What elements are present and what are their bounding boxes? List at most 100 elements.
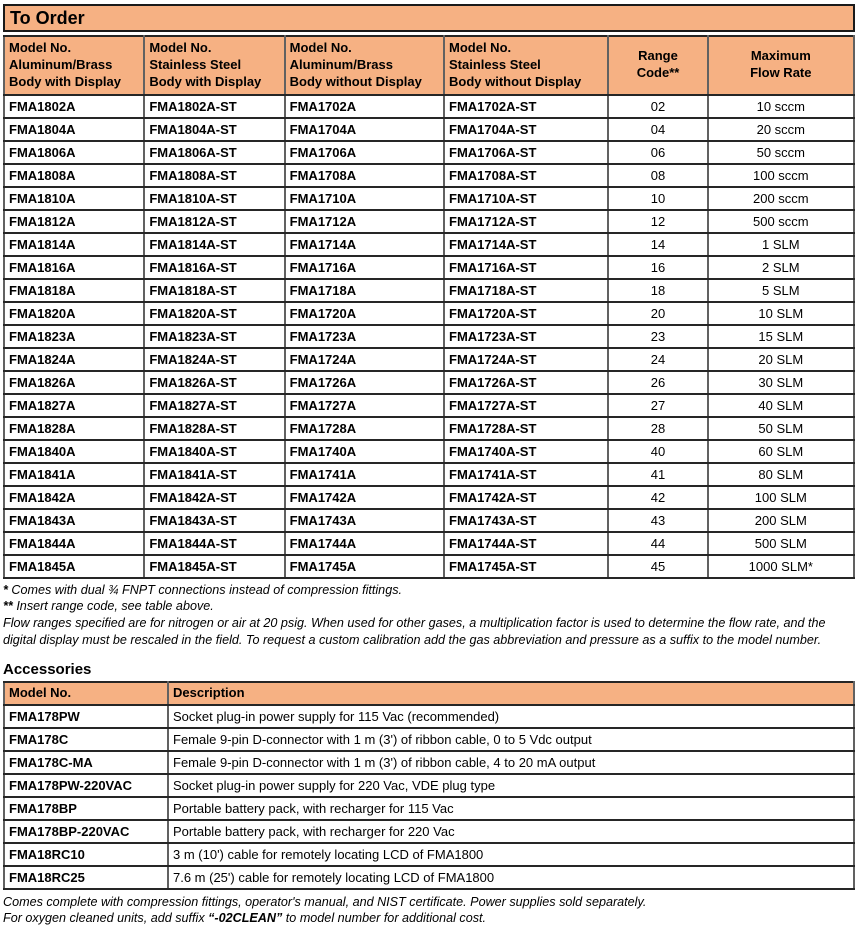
table-cell: 1000 SLM* xyxy=(706,553,856,579)
table-cell: 10 xyxy=(607,185,709,211)
table-cell: 44 xyxy=(607,530,709,556)
table-cell: FMA1702A-ST xyxy=(443,93,610,119)
table-cell: FMA1823A-ST xyxy=(143,323,286,349)
table-cell: FMA1714A xyxy=(283,231,446,257)
table-cell: FMA1726A-ST xyxy=(443,369,610,395)
table-cell: FMA1840A-ST xyxy=(143,438,286,464)
table-cell: FMA1742A-ST xyxy=(443,484,610,510)
table-cell: 50 SLM xyxy=(706,415,856,441)
col-header-range-code: Range Code** xyxy=(607,35,709,96)
table-cell: 10 sccm xyxy=(706,93,856,119)
table-cell: FMA1702A xyxy=(283,93,446,119)
table-cell: 43 xyxy=(607,507,709,533)
table-row: FMA1823A FMA1823A-ST FMA1723A FMA1723A-ST 23… xyxy=(2,323,856,349)
table-cell: 50 sccm xyxy=(706,139,856,165)
table-cell: FMA1828A-ST xyxy=(143,415,286,441)
table-cell: FMA1824A-ST xyxy=(143,346,286,372)
table-cell: FMA18RC10 xyxy=(3,841,169,867)
table-cell: 100 sccm xyxy=(706,162,856,188)
order-table-header: Model No. Aluminum/Brass Body with Displ… xyxy=(2,35,856,96)
table-cell: FMA178C xyxy=(3,726,169,752)
table-row: FMA178PW Socket plug-in power supply for … xyxy=(3,703,855,729)
table-row: FMA178C Female 9-pin D-connector with 1 m… xyxy=(3,726,855,752)
table-row: FMA1826A FMA1826A-ST FMA1726A FMA1726A-ST 26… xyxy=(2,369,856,395)
table-cell: FMA1744A-ST xyxy=(443,530,610,556)
table-row: FMA1840A FMA1840A-ST FMA1740A FMA1740A-ST 40… xyxy=(2,438,856,464)
footnote-text: Flow ranges specified are for nitrogen o… xyxy=(3,616,826,647)
table-row: FMA1843A FMA1843A-ST FMA1743A FMA1743A-ST 43… xyxy=(2,507,856,533)
table-cell: 08 xyxy=(607,162,709,188)
table-cell: FMA1720A xyxy=(283,300,446,326)
table-cell: FMA1710A xyxy=(283,185,446,211)
table-cell: FMA1723A-ST xyxy=(443,323,610,349)
table-cell: FMA1820A xyxy=(2,300,146,326)
table-cell: FMA1826A-ST xyxy=(143,369,286,395)
table-cell: FMA1814A xyxy=(2,231,146,257)
table-row: FMA1810A FMA1810A-ST FMA1710A FMA1710A-ST 10… xyxy=(2,185,856,211)
table-cell: 500 SLM xyxy=(706,530,856,556)
table-cell: FMA1727A xyxy=(283,392,446,418)
table-cell: FMA178PW xyxy=(3,703,169,729)
table-cell: 200 SLM xyxy=(706,507,856,533)
table-cell: 5 SLM xyxy=(706,277,856,303)
table-cell: FMA1742A xyxy=(283,484,446,510)
table-cell: FMA1710A-ST xyxy=(443,185,610,211)
table-cell: FMA1812A-ST xyxy=(143,208,286,234)
col-header-stainless-no-display: Model No. Stainless Steel Body without D… xyxy=(443,35,610,96)
col-header-max-flow-rate: Maximum Flow Rate xyxy=(706,35,856,96)
table-cell: Portable battery pack, with recharger fo… xyxy=(167,795,855,821)
table-cell: FMA1745A-ST xyxy=(443,553,610,579)
col-header-description: Description xyxy=(167,680,855,706)
accessories-footer: Comes complete with compression fittings… xyxy=(3,894,855,927)
accessories-table-body: FMA178PW Socket plug-in power supply for … xyxy=(3,703,855,890)
table-cell: FMA1810A xyxy=(2,185,146,211)
footer-line-2-post: to model number for additional cost. xyxy=(282,911,487,926)
table-cell: 15 SLM xyxy=(706,323,856,349)
table-cell: 04 xyxy=(607,116,709,142)
table-cell: FMA1728A-ST xyxy=(443,415,610,441)
table-row: FMA18RC25 7.6 m (25') cable for remotely … xyxy=(3,864,855,890)
table-cell: FMA1808A xyxy=(2,162,146,188)
table-row: FMA1824A FMA1824A-ST FMA1724A FMA1724A-ST 24… xyxy=(2,346,856,372)
table-cell: 41 xyxy=(607,461,709,487)
table-cell: FMA1743A-ST xyxy=(443,507,610,533)
table-cell: FMA1741A-ST xyxy=(443,461,610,487)
table-cell: FMA1845A xyxy=(2,553,146,579)
table-cell: FMA1743A xyxy=(283,507,446,533)
table-cell: 06 xyxy=(607,139,709,165)
table-cell: FMA1745A xyxy=(283,553,446,579)
table-cell: FMA1816A-ST xyxy=(143,254,286,280)
table-row: FMA1814A FMA1814A-ST FMA1714A FMA1714A-ST 14… xyxy=(2,231,856,257)
table-row: FMA178PW-220VAC Socket plug-in power supp… xyxy=(3,772,855,798)
table-cell: FMA1716A xyxy=(283,254,446,280)
table-cell: 2 SLM xyxy=(706,254,856,280)
order-table: Model No. Aluminum/Brass Body with Displ… xyxy=(2,35,856,579)
table-row: FMA1841A FMA1841A-ST FMA1741A FMA1741A-ST 41… xyxy=(2,461,856,487)
table-cell: 20 sccm xyxy=(706,116,856,142)
footnote-marker: * xyxy=(3,582,8,597)
table-cell: FMA1706A xyxy=(283,139,446,165)
table-row: FMA1818A FMA1818A-ST FMA1718A FMA1718A-ST 18… xyxy=(2,277,856,303)
table-cell: FMA1802A xyxy=(2,93,146,119)
table-cell: 45 xyxy=(607,553,709,579)
accessories-title: Accessories xyxy=(3,660,92,678)
table-cell: FMA1824A xyxy=(2,346,146,372)
table-cell: Socket plug-in power supply for 220 Vac,… xyxy=(167,772,855,798)
table-cell: FMA1810A-ST xyxy=(143,185,286,211)
accessories-table-header: Model No. Description xyxy=(3,680,855,706)
col-header-stainless-display: Model No. Stainless Steel Body with Disp… xyxy=(143,35,286,96)
table-cell: FMA1727A-ST xyxy=(443,392,610,418)
table-cell: FMA1804A xyxy=(2,116,146,142)
table-row: FMA178BP-220VAC Portable battery pack, wi… xyxy=(3,818,855,844)
table-cell: FMA1740A xyxy=(283,438,446,464)
table-cell: 40 xyxy=(607,438,709,464)
table-cell: FMA1828A xyxy=(2,415,146,441)
table-cell: 20 xyxy=(607,300,709,326)
table-cell: 26 xyxy=(607,369,709,395)
header-row: Model No. Aluminum/Brass Body with Displ… xyxy=(2,35,856,96)
table-row: FMA1804A FMA1804A-ST FMA1704A FMA1704A-ST 04… xyxy=(2,116,856,142)
col-header-alum-brass-display: Model No. Aluminum/Brass Body with Displ… xyxy=(2,35,146,96)
table-cell: 30 SLM xyxy=(706,369,856,395)
table-cell: 500 sccm xyxy=(706,208,856,234)
